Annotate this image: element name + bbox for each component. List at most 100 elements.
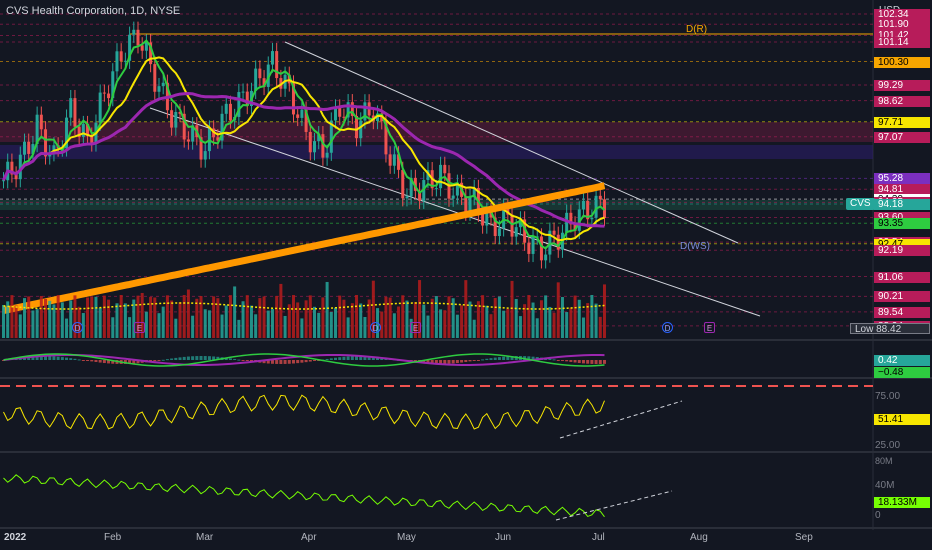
volume-bar — [594, 303, 598, 338]
candle-body — [275, 51, 279, 79]
annotation-dws: D(WS) — [680, 241, 710, 252]
macd-histogram-bar — [283, 360, 287, 364]
price-label: 92.47 — [874, 238, 930, 250]
volume-bar — [338, 295, 342, 338]
volume-bar — [510, 280, 514, 338]
volume-bar — [409, 318, 413, 338]
candle-body — [397, 154, 401, 170]
volume-bar — [502, 310, 506, 338]
volume-bar — [186, 289, 190, 338]
macd-value: 0.42 — [874, 355, 930, 366]
macd-histogram-bar — [434, 360, 438, 364]
candle-body — [493, 217, 497, 237]
candle-body — [270, 51, 274, 65]
volume-bar — [220, 314, 224, 338]
macd-histogram-bar — [346, 356, 350, 360]
volume-bar — [23, 298, 27, 338]
candle-body — [363, 102, 367, 121]
macd-histogram-bar — [363, 356, 367, 360]
candle-body — [35, 114, 39, 145]
candle-body — [346, 102, 350, 118]
candle-body — [182, 113, 186, 140]
volume-bar — [401, 295, 405, 338]
time-axis-label: 2022 — [4, 532, 27, 543]
volume-bar — [300, 318, 304, 338]
supply-zone — [0, 122, 873, 142]
macd-histogram-bar — [266, 360, 270, 364]
volume-bar — [367, 299, 371, 338]
volume-bar — [258, 298, 262, 338]
macd-histogram-bar — [270, 360, 274, 364]
volume-bar — [455, 314, 459, 338]
candle-body — [174, 111, 178, 128]
price-label: 97.07 — [874, 131, 930, 143]
earnings-badge: E — [704, 322, 715, 333]
candle-body — [107, 93, 111, 99]
macd-histogram-bar — [157, 360, 161, 361]
macd-histogram-bar — [136, 360, 140, 364]
volume-bar — [123, 303, 127, 338]
candle-body — [304, 109, 308, 132]
candle-body — [149, 42, 153, 65]
macd-histogram-bar — [325, 358, 329, 360]
candle-body — [262, 78, 266, 87]
macd-histogram-bar — [73, 358, 77, 360]
channel-lower — [149, 107, 761, 317]
volume-bar — [552, 312, 556, 338]
rsi-trend-arrow — [559, 400, 683, 439]
candle-body — [132, 29, 136, 35]
macd-histogram-bar — [128, 360, 132, 364]
macd-signal-value: −0.48 — [874, 367, 930, 378]
macd-histogram-bar — [493, 357, 497, 360]
candle-body — [14, 174, 18, 180]
candle-body — [338, 107, 342, 117]
time-axis-label: Mar — [196, 532, 214, 543]
volume-bar — [531, 302, 535, 338]
symbol-tag: CVS — [846, 197, 875, 210]
macd-histogram-bar — [90, 360, 94, 362]
volume-bar — [2, 305, 5, 338]
volume-bar — [439, 309, 443, 338]
volume-bar — [334, 307, 338, 338]
candle-body — [510, 214, 514, 237]
price-label: 101.90 — [874, 19, 930, 31]
candle-body — [581, 200, 585, 210]
volume-bar — [451, 298, 455, 338]
obv-trend-arrow — [555, 490, 673, 521]
candle-body — [401, 169, 405, 199]
candle-body — [65, 117, 69, 149]
macd-histogram-bar — [224, 357, 228, 360]
macd-histogram-bar — [447, 360, 451, 364]
candle-body — [123, 60, 127, 62]
volume-bar — [60, 302, 64, 338]
macd-histogram-bar — [371, 356, 375, 360]
volume-bar — [195, 298, 199, 338]
macd-histogram-bar — [81, 360, 85, 361]
candle-body — [178, 111, 182, 114]
candle-body — [119, 51, 123, 61]
candle-body — [77, 126, 81, 137]
candle-body — [153, 64, 157, 92]
macd-histogram-bar — [565, 360, 569, 362]
candle-body — [98, 92, 102, 123]
macd-histogram-bar — [296, 360, 300, 364]
price-label: 100.30 — [874, 56, 930, 68]
candle-body — [254, 68, 258, 91]
volume-bar — [317, 312, 321, 338]
volume-bar — [485, 305, 489, 338]
volume-bar — [10, 295, 14, 338]
volume-bar — [245, 295, 249, 338]
candle-body — [136, 29, 140, 46]
volume-bar — [548, 306, 552, 338]
macd-histogram-bar — [241, 360, 245, 361]
volume-bar — [153, 297, 157, 338]
candle-body — [405, 196, 409, 199]
macd-histogram-bar — [455, 360, 459, 364]
macd-histogram-bar — [287, 360, 291, 364]
volume-bar — [392, 313, 396, 338]
time-axis-label: Jun — [495, 532, 512, 543]
macd-histogram-bar — [132, 360, 136, 364]
candle-body — [502, 206, 506, 229]
